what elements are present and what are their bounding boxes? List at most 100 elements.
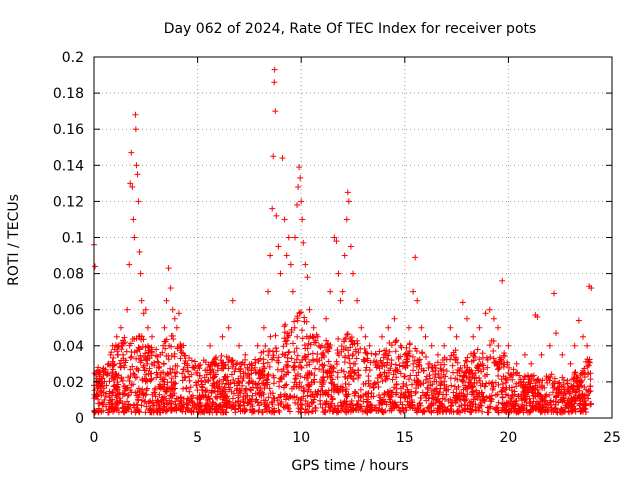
data-point (133, 374, 140, 381)
y-tick-label: 0.14 (53, 158, 84, 174)
data-point (582, 358, 589, 365)
data-point (128, 408, 135, 415)
data-point (587, 383, 594, 390)
data-point (276, 378, 283, 385)
data-point (189, 399, 196, 406)
data-point (101, 396, 108, 403)
data-point (369, 406, 376, 413)
data-point (182, 408, 189, 415)
data-point (147, 370, 154, 377)
data-point (295, 183, 302, 190)
data-point (522, 382, 529, 389)
data-point (344, 330, 351, 337)
data-point (476, 356, 483, 363)
data-point (282, 351, 289, 358)
x-axis-label: GPS time / hours (291, 458, 408, 474)
data-point (169, 382, 176, 389)
data-point (105, 399, 112, 406)
data-point (103, 403, 110, 410)
data-point (312, 365, 319, 372)
data-point (463, 367, 470, 374)
data-point (494, 407, 501, 414)
data-point (168, 405, 175, 412)
data-point (282, 402, 289, 409)
data-point (197, 403, 204, 410)
data-point (284, 363, 291, 370)
data-point (127, 354, 134, 361)
data-point (415, 359, 422, 366)
data-point (240, 393, 247, 400)
data-point (463, 374, 470, 381)
data-point (532, 405, 539, 412)
data-point (180, 385, 187, 392)
data-point (270, 395, 277, 402)
data-point (314, 333, 321, 340)
data-point (520, 379, 527, 386)
data-point (347, 243, 354, 250)
data-point (196, 402, 203, 409)
data-point (109, 358, 116, 365)
data-point (387, 365, 394, 372)
data-point (346, 402, 353, 409)
data-point (225, 365, 232, 372)
data-point (269, 205, 276, 212)
data-point (344, 189, 351, 196)
data-point (548, 371, 555, 378)
data-point (437, 374, 444, 381)
data-point (376, 401, 383, 408)
data-point (347, 408, 354, 415)
data-point (287, 393, 294, 400)
y-tick-label: 0.02 (53, 375, 84, 391)
data-point (555, 389, 562, 396)
data-point (584, 363, 591, 370)
data-point (503, 377, 510, 384)
data-point (264, 359, 271, 366)
data-point (229, 395, 236, 402)
data-point (438, 361, 445, 368)
data-point (310, 357, 317, 364)
data-point (572, 389, 579, 396)
data-point (131, 234, 138, 241)
data-point (318, 383, 325, 390)
data-point (135, 407, 142, 414)
data-point (160, 360, 167, 367)
data-point (543, 375, 550, 382)
data-point (348, 334, 355, 341)
data-point (288, 355, 295, 362)
data-point (269, 398, 276, 405)
data-point (294, 352, 301, 359)
data-point (435, 390, 442, 397)
data-point (505, 342, 512, 349)
data-point (261, 365, 268, 372)
data-point (516, 408, 523, 415)
data-point (403, 382, 410, 389)
data-point (334, 383, 341, 390)
data-point (110, 390, 117, 397)
data-point (124, 306, 131, 313)
data-point (400, 360, 407, 367)
data-point (284, 369, 291, 376)
data-point (584, 356, 591, 363)
data-point (317, 391, 324, 398)
data-point (231, 368, 238, 375)
data-point (384, 359, 391, 366)
data-point (117, 364, 124, 371)
data-point (381, 362, 388, 369)
data-point (382, 376, 389, 383)
data-point (117, 324, 124, 331)
data-point (338, 367, 345, 374)
data-point (539, 396, 546, 403)
data-point (571, 397, 578, 404)
data-point (406, 341, 413, 348)
data-point (412, 254, 419, 261)
data-point (325, 404, 332, 411)
data-point (397, 370, 404, 377)
data-point (276, 408, 283, 415)
data-point (430, 407, 437, 414)
data-point (327, 288, 334, 295)
data-point (309, 333, 316, 340)
data-point (534, 313, 541, 320)
data-point (242, 390, 249, 397)
data-point (403, 359, 410, 366)
data-point (188, 357, 195, 364)
